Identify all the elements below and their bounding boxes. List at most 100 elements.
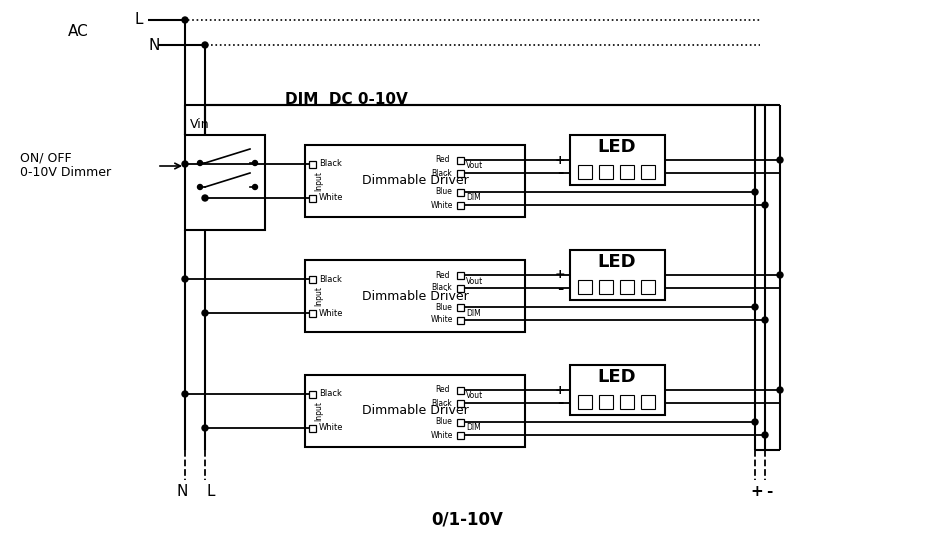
Text: Input: Input bbox=[314, 401, 324, 421]
Text: Input: Input bbox=[314, 171, 324, 191]
Circle shape bbox=[752, 189, 758, 195]
Text: Red: Red bbox=[435, 155, 450, 164]
Circle shape bbox=[202, 42, 208, 48]
Text: Input: Input bbox=[314, 286, 324, 306]
Text: White: White bbox=[319, 423, 343, 433]
Text: ON/ OFF: ON/ OFF bbox=[20, 152, 72, 164]
Text: Black: Black bbox=[319, 389, 342, 398]
Bar bbox=[599, 395, 613, 409]
Text: Black: Black bbox=[431, 169, 452, 177]
Text: N: N bbox=[148, 37, 159, 52]
Text: LED: LED bbox=[597, 253, 637, 271]
Text: Vin: Vin bbox=[190, 119, 209, 131]
Bar bbox=[457, 285, 464, 292]
Bar bbox=[457, 400, 464, 407]
Text: +: + bbox=[554, 383, 566, 397]
Bar bbox=[457, 432, 464, 439]
Text: 0-10V Dimmer: 0-10V Dimmer bbox=[20, 167, 111, 179]
Text: Red: Red bbox=[435, 386, 450, 395]
Text: Black: Black bbox=[431, 284, 452, 293]
Text: White: White bbox=[319, 309, 343, 318]
Bar bbox=[457, 157, 464, 164]
Bar bbox=[309, 161, 316, 168]
Bar bbox=[570, 250, 665, 300]
Text: -: - bbox=[557, 396, 563, 411]
Bar bbox=[620, 280, 634, 294]
Text: L: L bbox=[135, 12, 143, 27]
Bar bbox=[641, 165, 655, 179]
Bar bbox=[578, 280, 592, 294]
Circle shape bbox=[182, 161, 188, 167]
Bar bbox=[620, 165, 634, 179]
Bar bbox=[599, 280, 613, 294]
Text: White: White bbox=[319, 193, 343, 202]
Text: DIM  DC 0-10V: DIM DC 0-10V bbox=[285, 92, 408, 107]
Bar bbox=[305, 145, 525, 217]
Bar bbox=[457, 272, 464, 279]
Circle shape bbox=[197, 185, 203, 190]
Circle shape bbox=[777, 157, 783, 163]
Text: -: - bbox=[767, 484, 779, 499]
Bar bbox=[570, 135, 665, 185]
Text: LED: LED bbox=[597, 368, 637, 386]
Text: Black: Black bbox=[319, 274, 342, 284]
Text: Black: Black bbox=[319, 160, 342, 169]
Bar bbox=[185, 135, 265, 230]
Bar bbox=[305, 260, 525, 332]
Bar bbox=[599, 165, 613, 179]
Text: Vout: Vout bbox=[466, 161, 483, 170]
Bar bbox=[457, 419, 464, 426]
Text: Dimmable Driver: Dimmable Driver bbox=[362, 175, 468, 187]
Text: L: L bbox=[207, 484, 215, 499]
Circle shape bbox=[252, 161, 257, 166]
Bar bbox=[457, 304, 464, 311]
Bar bbox=[309, 276, 316, 283]
Bar bbox=[578, 395, 592, 409]
Circle shape bbox=[197, 161, 203, 166]
Bar bbox=[305, 375, 525, 447]
Circle shape bbox=[202, 425, 208, 431]
Text: Blue: Blue bbox=[435, 302, 452, 311]
Circle shape bbox=[182, 17, 188, 23]
Text: Red: Red bbox=[435, 271, 450, 279]
Bar bbox=[457, 189, 464, 196]
Text: Blue: Blue bbox=[435, 418, 452, 427]
Text: N: N bbox=[177, 484, 188, 499]
Text: LED: LED bbox=[597, 138, 637, 156]
Circle shape bbox=[777, 387, 783, 393]
Bar bbox=[641, 395, 655, 409]
Text: Vout: Vout bbox=[466, 277, 483, 286]
Text: 0/1-10V: 0/1-10V bbox=[431, 510, 503, 528]
Bar bbox=[570, 365, 665, 415]
Text: DIM: DIM bbox=[466, 309, 481, 318]
Text: Dimmable Driver: Dimmable Driver bbox=[362, 289, 468, 302]
Bar bbox=[457, 202, 464, 209]
Text: White: White bbox=[431, 430, 453, 439]
Circle shape bbox=[762, 317, 768, 323]
Bar bbox=[641, 280, 655, 294]
Text: AC: AC bbox=[68, 25, 89, 40]
Text: Black: Black bbox=[431, 398, 452, 407]
Circle shape bbox=[762, 432, 768, 438]
Circle shape bbox=[762, 202, 768, 208]
Text: +: + bbox=[554, 153, 566, 167]
Text: +: + bbox=[750, 484, 763, 499]
Circle shape bbox=[752, 304, 758, 310]
Bar bbox=[309, 391, 316, 398]
Circle shape bbox=[752, 419, 758, 425]
Text: Blue: Blue bbox=[435, 187, 452, 197]
Circle shape bbox=[182, 391, 188, 397]
Bar bbox=[309, 195, 316, 202]
Bar bbox=[457, 170, 464, 177]
Text: DIM: DIM bbox=[466, 193, 481, 202]
Bar bbox=[309, 425, 316, 432]
Text: Dimmable Driver: Dimmable Driver bbox=[362, 404, 468, 418]
Text: +: + bbox=[554, 269, 566, 281]
Circle shape bbox=[777, 272, 783, 278]
Circle shape bbox=[252, 185, 257, 190]
Text: -: - bbox=[557, 166, 563, 180]
Bar bbox=[620, 395, 634, 409]
Text: -: - bbox=[557, 280, 563, 295]
Bar bbox=[457, 387, 464, 394]
Circle shape bbox=[182, 276, 188, 282]
